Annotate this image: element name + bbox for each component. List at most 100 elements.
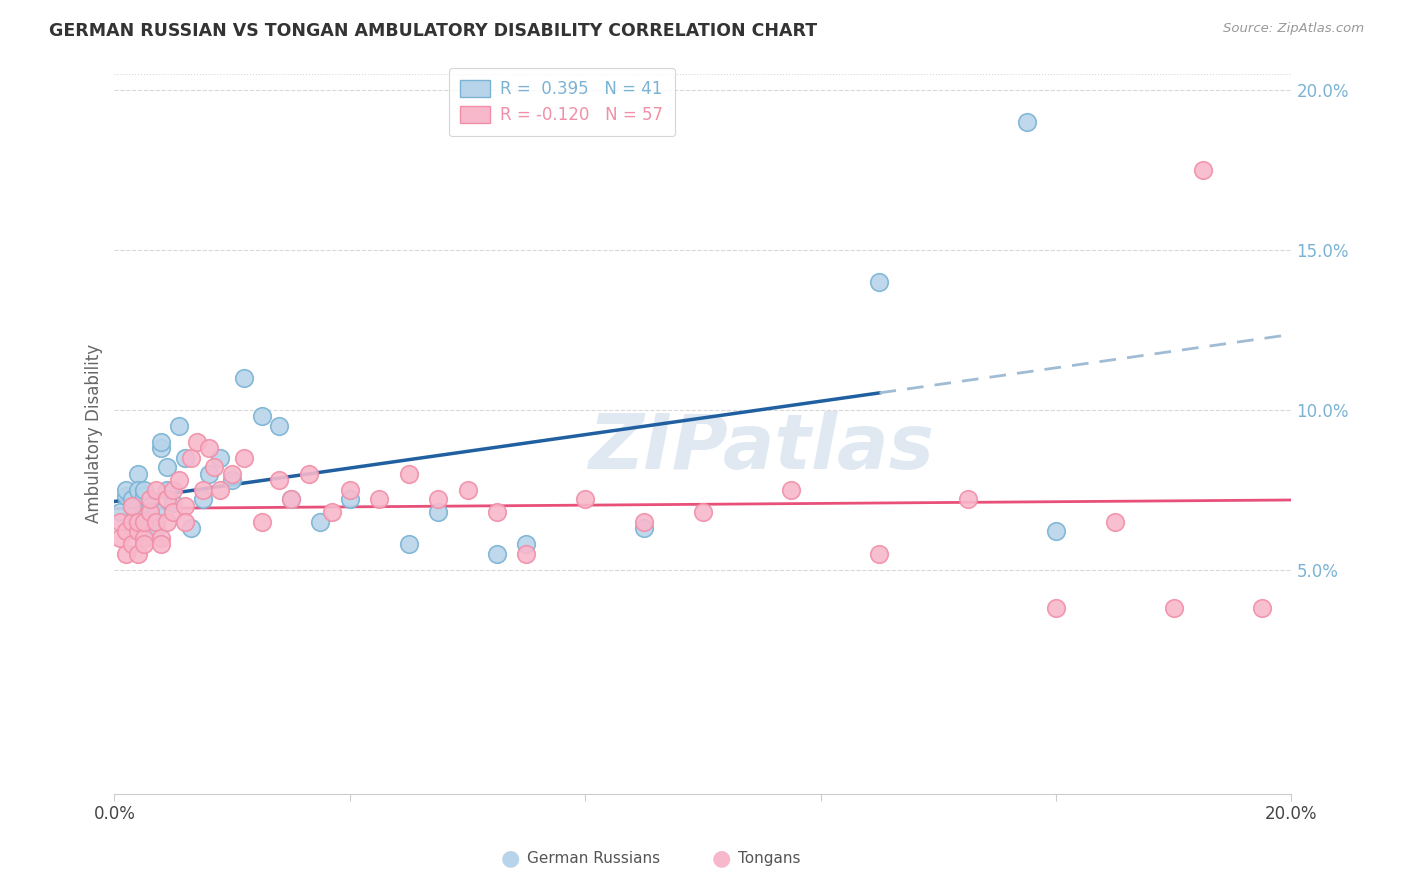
Point <box>197 441 219 455</box>
Point <box>269 418 291 433</box>
Point <box>280 492 302 507</box>
Point <box>485 547 508 561</box>
Text: Source: ZipAtlas.com: Source: ZipAtlas.com <box>1223 22 1364 36</box>
Point <box>339 492 361 507</box>
Point <box>250 515 273 529</box>
Point <box>869 275 891 289</box>
Point <box>162 505 184 519</box>
Point <box>138 515 160 529</box>
Point <box>132 505 155 519</box>
Point <box>221 473 243 487</box>
Point <box>485 505 508 519</box>
Point <box>121 537 143 551</box>
Point <box>280 492 302 507</box>
Point <box>156 492 179 507</box>
Point <box>132 489 155 503</box>
Point <box>127 547 149 561</box>
Point <box>232 371 254 385</box>
Point <box>110 505 132 519</box>
Point <box>191 483 214 497</box>
Point <box>250 409 273 424</box>
Point <box>127 524 149 539</box>
Point <box>121 515 143 529</box>
Point <box>132 515 155 529</box>
Point <box>121 499 143 513</box>
Point <box>398 467 420 481</box>
Point <box>321 505 343 519</box>
Point <box>145 521 167 535</box>
Point <box>427 505 450 519</box>
Point <box>1104 515 1126 529</box>
Point <box>115 547 138 561</box>
Point <box>138 499 160 513</box>
Point <box>191 492 214 507</box>
Point <box>156 515 179 529</box>
Text: GERMAN RUSSIAN VS TONGAN AMBULATORY DISABILITY CORRELATION CHART: GERMAN RUSSIAN VS TONGAN AMBULATORY DISA… <box>49 22 817 40</box>
Point <box>692 505 714 519</box>
Point <box>145 483 167 497</box>
Text: ZIPatlas: ZIPatlas <box>589 411 935 485</box>
Point <box>209 483 232 497</box>
Point <box>138 505 160 519</box>
Point <box>1045 601 1067 615</box>
Point <box>121 515 143 529</box>
Point <box>298 467 321 481</box>
Point <box>1015 115 1038 129</box>
Point <box>156 483 179 497</box>
Point <box>633 515 655 529</box>
Point <box>145 505 167 519</box>
Text: ●: ● <box>501 848 520 868</box>
Point <box>167 418 190 433</box>
Point <box>457 483 479 497</box>
Point <box>515 547 537 561</box>
Point <box>132 531 155 545</box>
Point <box>110 515 132 529</box>
Point <box>132 537 155 551</box>
Point <box>232 450 254 465</box>
Point <box>780 483 803 497</box>
Point <box>110 531 132 545</box>
Point <box>1163 601 1185 615</box>
Y-axis label: Ambulatory Disability: Ambulatory Disability <box>86 344 103 524</box>
Point <box>150 441 173 455</box>
Point <box>174 515 197 529</box>
Point <box>167 473 190 487</box>
Point <box>156 460 179 475</box>
Point <box>180 521 202 535</box>
Point <box>132 483 155 497</box>
Point <box>174 499 197 513</box>
Text: German Russians: German Russians <box>527 851 661 865</box>
Point <box>121 492 143 507</box>
Point <box>150 531 173 545</box>
Point <box>574 492 596 507</box>
Point <box>162 495 184 509</box>
Point <box>127 515 149 529</box>
Point <box>398 537 420 551</box>
Point <box>121 499 143 513</box>
Point <box>221 467 243 481</box>
Point <box>145 515 167 529</box>
Point <box>127 483 149 497</box>
Text: Tongans: Tongans <box>738 851 800 865</box>
Point <box>186 434 208 449</box>
Point <box>150 434 173 449</box>
Point <box>309 515 332 529</box>
Text: ●: ● <box>711 848 731 868</box>
Point <box>1251 601 1274 615</box>
Point <box>633 521 655 535</box>
Point <box>269 473 291 487</box>
Point <box>115 489 138 503</box>
Point <box>204 460 226 475</box>
Point <box>115 483 138 497</box>
Point <box>869 547 891 561</box>
Point <box>138 492 160 507</box>
Point <box>427 492 450 507</box>
Point <box>150 537 173 551</box>
Point <box>197 467 219 481</box>
Point <box>127 467 149 481</box>
Point <box>339 483 361 497</box>
Point <box>209 450 232 465</box>
Legend: R =  0.395   N = 41, R = -0.120   N = 57: R = 0.395 N = 41, R = -0.120 N = 57 <box>449 68 675 136</box>
Point <box>174 450 197 465</box>
Point <box>115 524 138 539</box>
